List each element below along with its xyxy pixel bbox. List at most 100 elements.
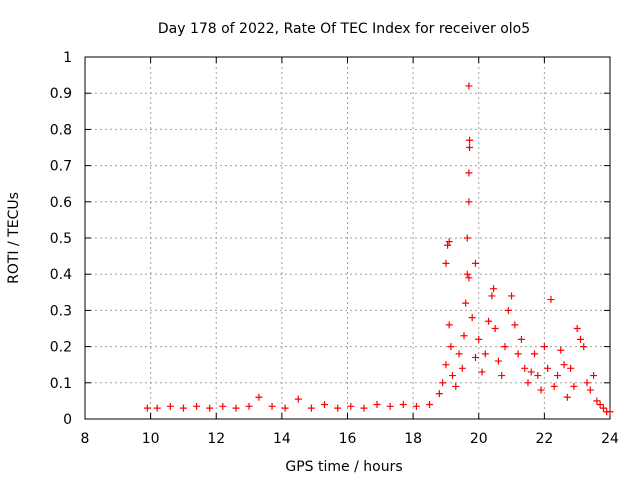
x-tick-label: 16 [339, 431, 357, 447]
y-tick-label: 0.8 [50, 122, 72, 138]
data-point [465, 274, 473, 282]
data-point [232, 404, 240, 412]
x-tick-label: 10 [142, 431, 160, 447]
data-point [460, 332, 468, 340]
data-point [475, 335, 483, 343]
y-tick-label: 0.5 [50, 231, 72, 247]
data-point [455, 350, 463, 358]
x-tick-label: 8 [81, 431, 90, 447]
data-point [465, 169, 473, 177]
data-point [412, 402, 420, 410]
data-point [245, 402, 253, 410]
data-point [360, 404, 368, 412]
data-point [540, 343, 548, 351]
data-point [471, 259, 479, 267]
data-point [563, 393, 571, 401]
data-point [255, 393, 263, 401]
data-point [490, 285, 498, 293]
data-point [576, 335, 584, 343]
data-point [334, 404, 342, 412]
data-point [452, 382, 460, 390]
data-point [445, 321, 453, 329]
x-axis-label: GPS time / hours [285, 459, 402, 475]
data-point [550, 382, 558, 390]
data-point [590, 372, 598, 380]
y-tick-label: 0 [63, 412, 72, 428]
y-tick-label: 0.9 [50, 86, 72, 102]
data-point [462, 299, 470, 307]
data-point [268, 402, 276, 410]
axis-ticks: 8 10 12 14 16 18 20 22 24 0 0.1 0.2 0.3 0.4 0.5 0.6 0.7 0… [50, 50, 619, 447]
data-point [179, 404, 187, 412]
data-point [521, 364, 529, 372]
data-point [488, 292, 496, 300]
data-point [386, 402, 394, 410]
data-point [547, 296, 555, 304]
y-tick-label: 1 [63, 50, 72, 66]
data-point [463, 234, 471, 242]
data-point [468, 314, 476, 322]
data-point [537, 386, 545, 394]
data-point [471, 353, 479, 361]
data-point [219, 402, 227, 410]
data-point [508, 292, 516, 300]
data-point [514, 350, 522, 358]
grid-lines [85, 57, 610, 419]
data-point [466, 136, 474, 144]
data-point [426, 401, 434, 409]
data-point [554, 372, 561, 380]
data-point [504, 306, 512, 314]
y-tick-label: 0.7 [50, 159, 72, 175]
data-point [478, 368, 486, 376]
data-point [557, 346, 565, 354]
data-point [517, 335, 525, 343]
data-point [498, 372, 506, 380]
y-tick-label: 0.1 [50, 376, 72, 392]
data-point [307, 404, 315, 412]
data-point [435, 390, 443, 398]
data-point [599, 404, 607, 412]
y-tick-label: 0.3 [50, 303, 72, 319]
data-point [463, 270, 471, 278]
y-tick-label: 0.6 [50, 195, 72, 211]
y-tick-label: 0.4 [50, 267, 72, 283]
x-tick-label: 20 [470, 431, 488, 447]
data-point [511, 321, 519, 329]
y-axis-label: ROTI / TECUs [6, 192, 22, 284]
data-point [534, 372, 542, 380]
data-point [442, 361, 450, 369]
data-point [573, 325, 581, 332]
data-point [442, 259, 450, 267]
data-point [596, 401, 604, 409]
data-point [570, 382, 578, 390]
x-tick-label: 18 [404, 431, 422, 447]
data-point [501, 343, 509, 351]
data-point [193, 402, 201, 410]
data-point [544, 364, 552, 372]
data-point [294, 395, 302, 403]
data-point [439, 379, 447, 387]
data-point [481, 350, 489, 358]
x-tick-label: 22 [535, 431, 553, 447]
data-point [465, 82, 473, 90]
data-point [447, 343, 455, 351]
data-point [465, 198, 473, 206]
data-point [373, 401, 381, 409]
data-point [524, 379, 532, 387]
data-point [445, 238, 453, 246]
x-tick-label: 12 [207, 431, 225, 447]
data-point [527, 368, 535, 376]
data-point [531, 350, 539, 358]
data-point [567, 364, 575, 372]
data-point [466, 144, 474, 151]
data-point [458, 364, 466, 372]
chart-title: Day 178 of 2022, Rate Of TEC Index for r… [158, 21, 530, 37]
data-point [494, 357, 502, 365]
x-tick-label: 14 [273, 431, 291, 447]
x-tick-label: 24 [601, 431, 619, 447]
data-point [206, 404, 214, 412]
data-point [444, 241, 452, 249]
data-point [606, 408, 614, 416]
data-points [143, 82, 614, 416]
